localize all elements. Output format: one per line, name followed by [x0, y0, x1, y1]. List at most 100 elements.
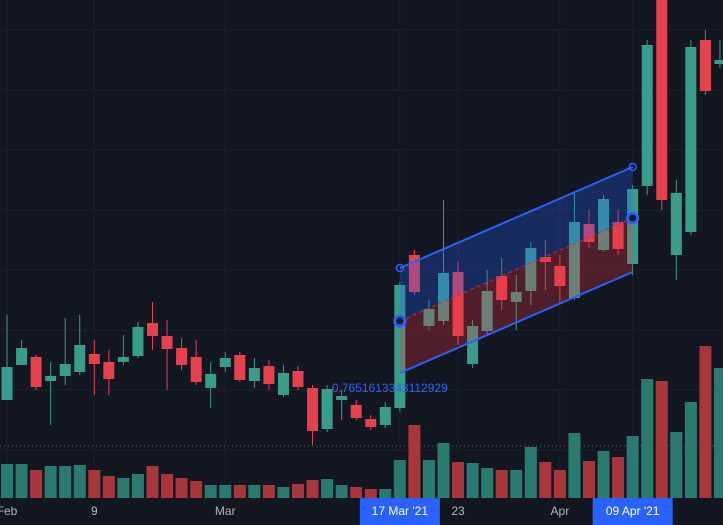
volume-bar [262, 485, 275, 498]
candle-body [583, 224, 595, 242]
candle-body [525, 248, 537, 291]
candle-body [452, 272, 464, 336]
volume-bar [408, 425, 421, 498]
candle-body [292, 371, 304, 387]
volume-bar [219, 485, 232, 498]
volume-bar [131, 474, 144, 498]
x-label-highlight [592, 498, 673, 525]
candle-body [714, 60, 723, 64]
volume-bar [146, 466, 159, 498]
volume-bar [510, 470, 523, 498]
candle-body [394, 285, 406, 408]
volume-bar [539, 462, 552, 498]
candle-body [263, 366, 275, 384]
volume-bar [597, 451, 610, 498]
volume-bar [553, 470, 566, 498]
volume-bar [102, 476, 115, 498]
candle-body [598, 199, 610, 250]
x-tick-label: 23 [451, 504, 465, 518]
volume-bar [161, 474, 174, 498]
candle-body [568, 222, 580, 298]
channel-bottom [399, 271, 634, 374]
volume-bar [306, 480, 319, 498]
volume-bar [15, 464, 28, 498]
candle-body [205, 374, 217, 388]
candle-body [379, 407, 391, 425]
volume-bar [204, 485, 217, 498]
candle-body [45, 376, 57, 381]
channel-handle [393, 314, 407, 328]
channel-handle [628, 162, 637, 172]
volume-bar [321, 479, 334, 498]
candle-body [467, 326, 479, 364]
candle-body [176, 348, 188, 365]
candle-body [554, 266, 566, 286]
channel-lower-fill [399, 218, 633, 373]
volume-bar [670, 432, 683, 498]
candle-body [74, 345, 86, 372]
volume-bar [568, 433, 581, 498]
candle-body [612, 222, 624, 249]
candle-body [496, 276, 508, 300]
volume-bar [175, 478, 188, 498]
x-tick-label-highlight: 17 Mar '21 [372, 504, 429, 518]
volume-bar [88, 470, 101, 498]
candle-body [408, 255, 420, 292]
volume-bar [277, 487, 290, 498]
candle-body [248, 368, 260, 381]
candle-body [132, 327, 144, 356]
channel-upper-fill [399, 167, 633, 321]
volume-bar [612, 457, 625, 498]
candle-body [103, 362, 115, 379]
volume-bar [117, 478, 130, 498]
channel-handle [626, 211, 640, 225]
candle-body [277, 373, 289, 395]
channel-handle [395, 263, 405, 273]
x-tick-label: Feb [0, 504, 18, 518]
volume-bar [73, 465, 86, 498]
candle-body [161, 336, 173, 349]
candle-body [510, 292, 522, 302]
candle-body [336, 396, 348, 400]
candle-body [481, 291, 493, 331]
candle-body [30, 357, 42, 387]
volume-bar [59, 466, 72, 498]
volume-bar [335, 485, 348, 498]
volume-bar [379, 489, 392, 498]
volume-bar [495, 470, 508, 498]
volume-bar [655, 381, 668, 498]
volume-bar [44, 466, 57, 498]
candle-body [147, 323, 158, 336]
candle-body [88, 354, 100, 364]
candle-body [670, 193, 682, 255]
volume-bar [466, 463, 479, 498]
volume-bar [699, 346, 712, 498]
candle-body [190, 357, 202, 382]
candle-body [627, 189, 639, 264]
channel-label: 0.7651613343112929 [332, 381, 448, 395]
volume-bar [481, 468, 494, 498]
volume-bar [292, 484, 304, 498]
volume-bar [1, 464, 13, 498]
x-tick-label-highlight: 09 Apr '21 [606, 504, 660, 518]
candle-body [438, 273, 449, 321]
candle-body [699, 40, 711, 91]
candle-body [219, 358, 231, 367]
candle-body [641, 45, 653, 186]
candle-body [16, 348, 28, 365]
x-label-highlight [359, 498, 440, 525]
x-tick-label: Mar [215, 504, 236, 518]
candle-body [307, 388, 319, 431]
volume-bar [452, 462, 465, 498]
volume-bar [364, 489, 377, 498]
volume-bar [583, 461, 595, 498]
candle-body [321, 389, 333, 429]
candle-body [365, 419, 377, 427]
candle-body [685, 47, 697, 232]
volume-bar [437, 443, 450, 498]
candle-body [1, 367, 13, 400]
channel-top [399, 166, 634, 269]
